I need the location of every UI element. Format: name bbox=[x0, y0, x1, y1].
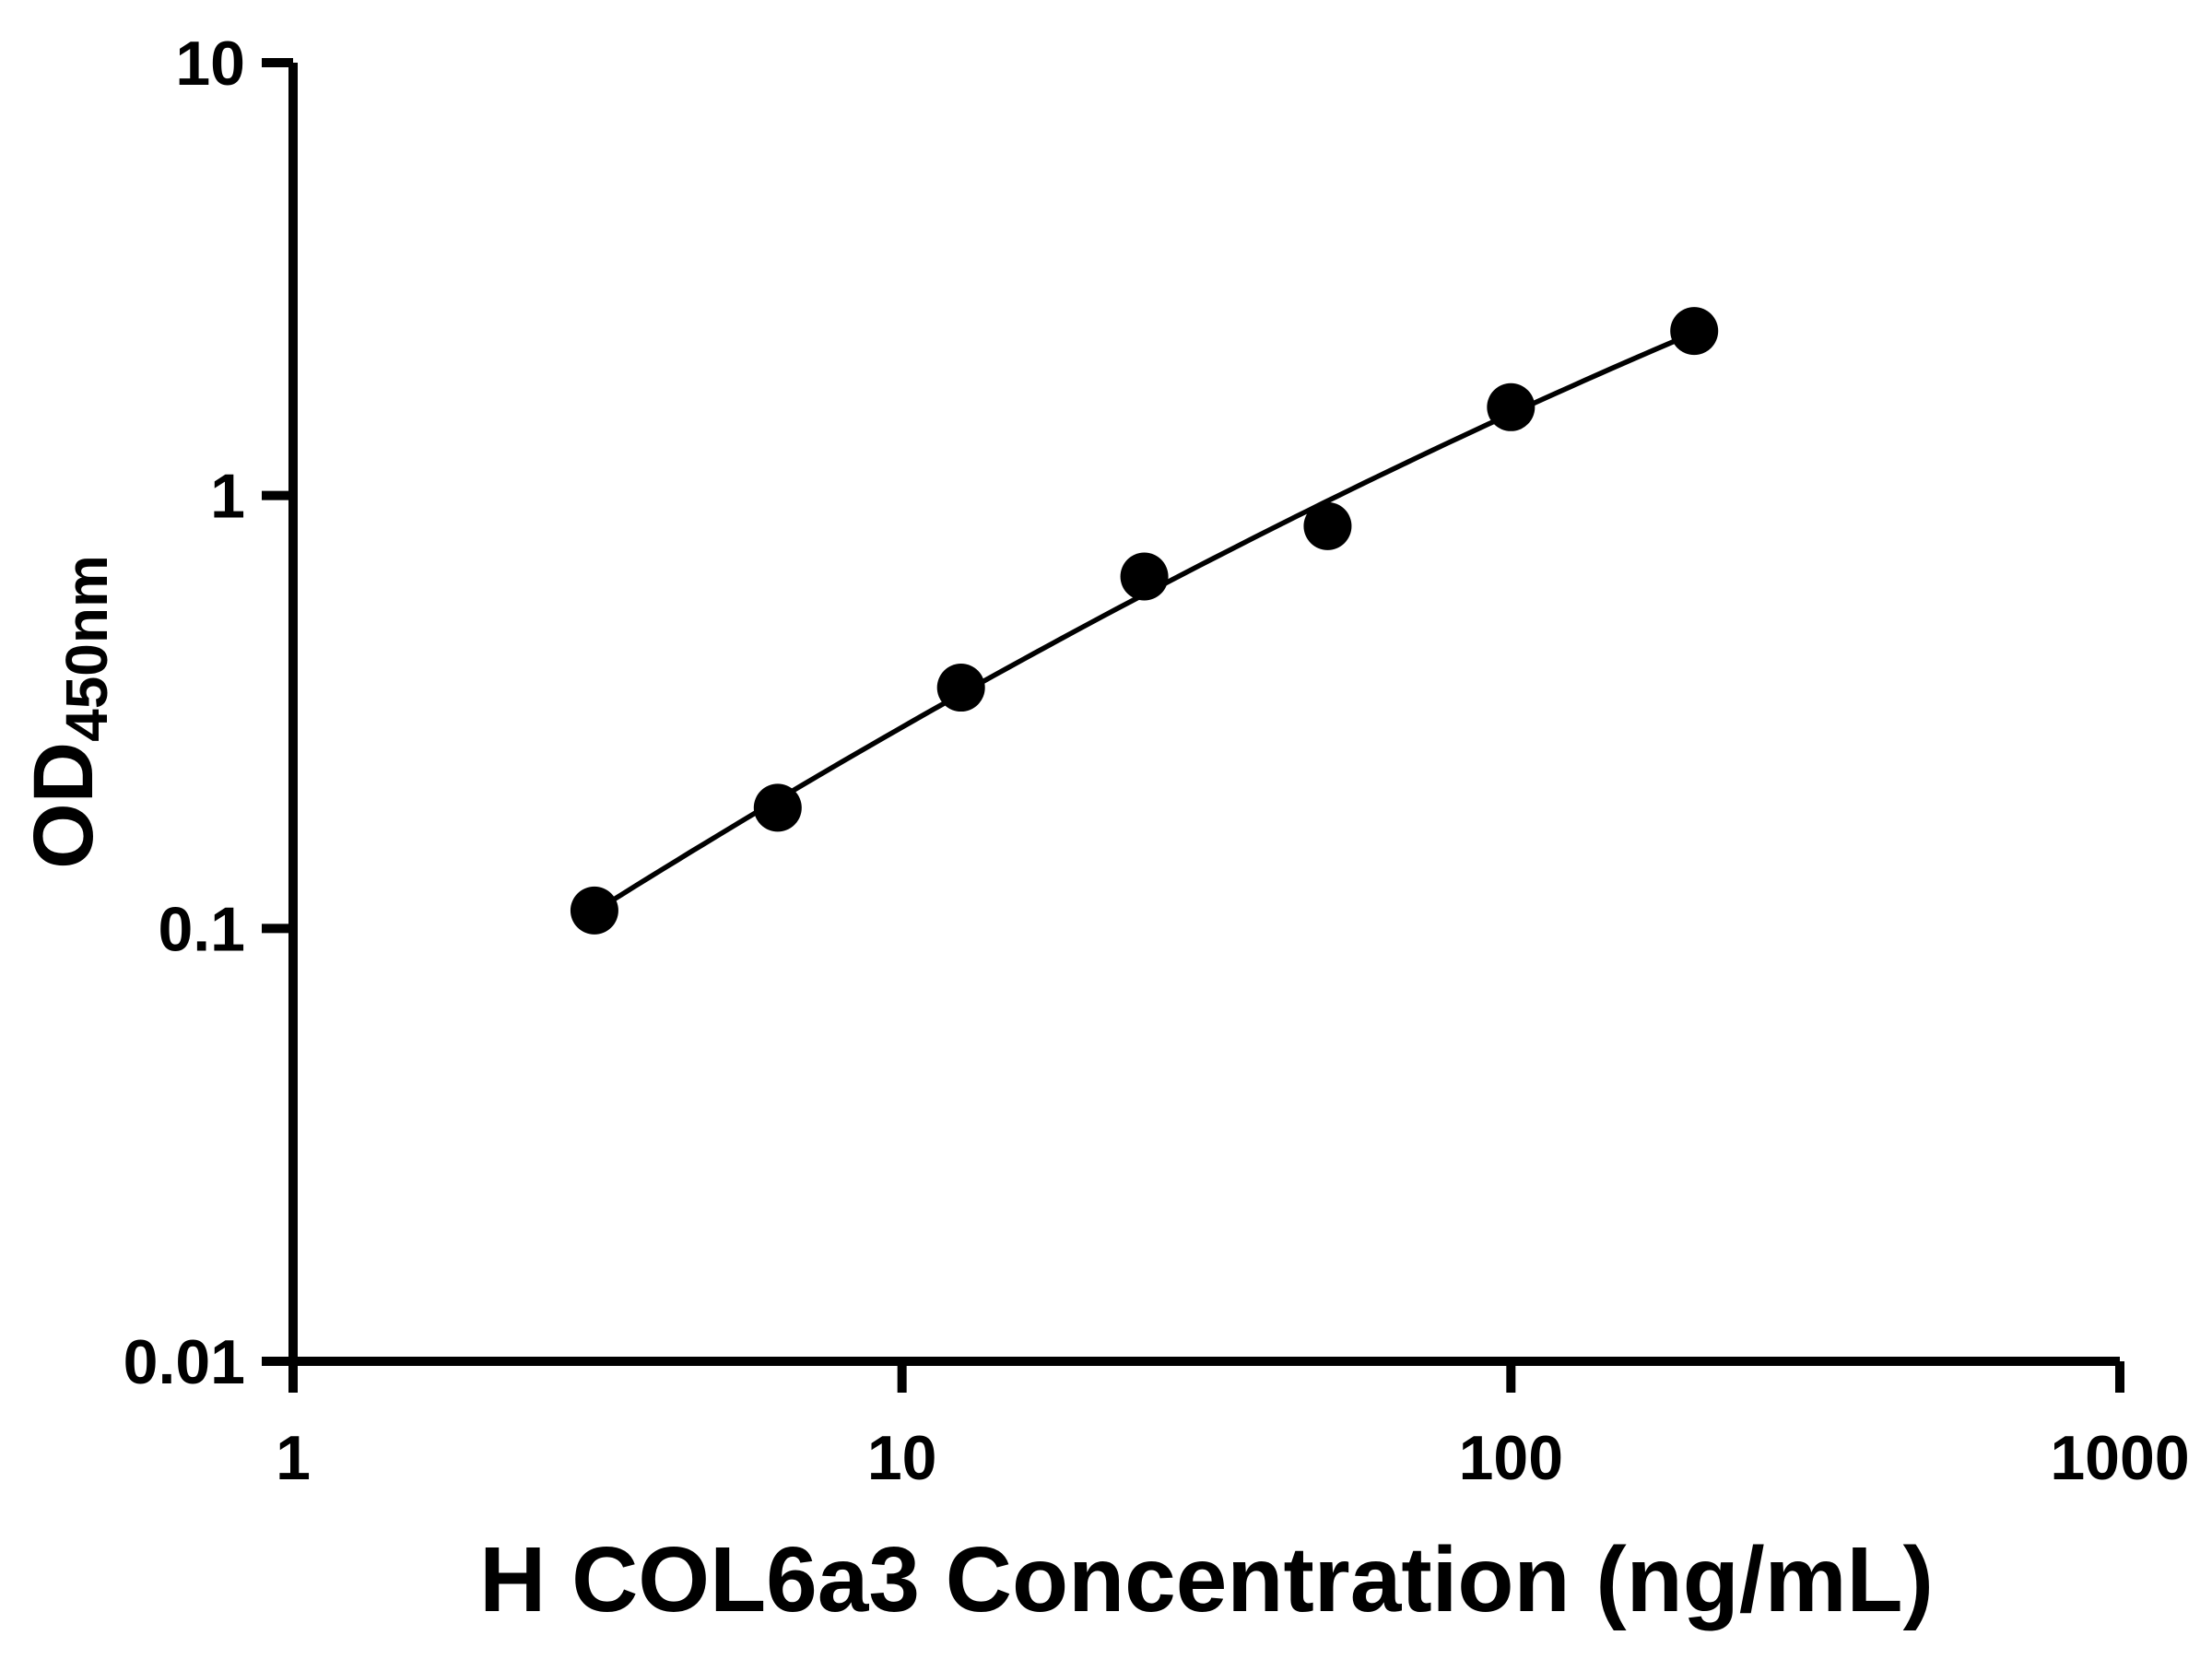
x-tick-label: 100 bbox=[1459, 1423, 1563, 1493]
data-series bbox=[570, 307, 1719, 935]
tick-labels: 10 1 0.1 0.01 1 10 100 1000 bbox=[124, 29, 2190, 1493]
data-point bbox=[753, 783, 802, 832]
data-point bbox=[1487, 382, 1535, 431]
data-point bbox=[1120, 552, 1169, 601]
y-tick-label: 10 bbox=[175, 29, 245, 99]
data-point bbox=[1303, 501, 1352, 550]
axis-line bbox=[288, 63, 2120, 1366]
y-tick-label: 0.01 bbox=[124, 1327, 245, 1397]
tick-marks bbox=[262, 58, 2124, 1393]
x-tick-label: 10 bbox=[867, 1423, 937, 1493]
data-point bbox=[1670, 307, 1719, 356]
y-tick-label: 0.1 bbox=[158, 894, 245, 964]
y-axis-title: OD450nm bbox=[17, 555, 120, 869]
y-tick-label: 1 bbox=[210, 462, 245, 532]
x-tick-label: 1 bbox=[276, 1423, 311, 1493]
y-axis-title-main: OD bbox=[17, 742, 111, 869]
data-point bbox=[570, 886, 618, 935]
data-point bbox=[936, 664, 985, 712]
x-tick-label: 1000 bbox=[2050, 1423, 2189, 1493]
x-axis-title: H COL6a3 Concentration (ng/mL) bbox=[479, 1528, 1934, 1631]
y-axis-title-subscript: 450nm bbox=[53, 555, 120, 742]
